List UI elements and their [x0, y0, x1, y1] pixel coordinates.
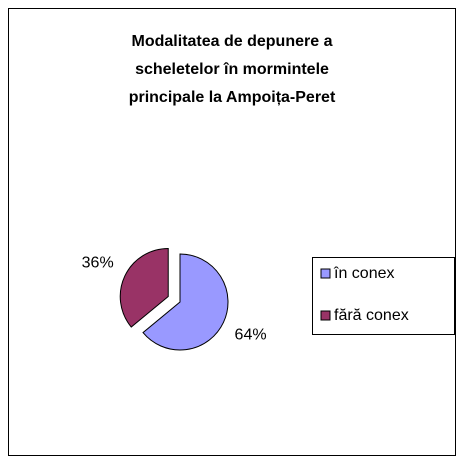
pie-slice — [119, 247, 169, 328]
chart-title: Modalitatea de depunere a — [132, 33, 333, 50]
pie-slice — [142, 253, 229, 351]
legend-swatch — [320, 268, 331, 279]
legend-label: fără conex — [334, 307, 409, 324]
legend-swatch — [320, 310, 331, 321]
chart-title: principale la Ampoița-Peret — [129, 89, 336, 106]
chart-frame — [8, 8, 456, 456]
data-label: 36% — [82, 254, 114, 271]
legend-label: în conex — [333, 265, 394, 282]
chart-title: scheletelor în mormintele — [135, 61, 329, 78]
legend-box — [312, 257, 455, 335]
data-label: 64% — [235, 326, 267, 343]
